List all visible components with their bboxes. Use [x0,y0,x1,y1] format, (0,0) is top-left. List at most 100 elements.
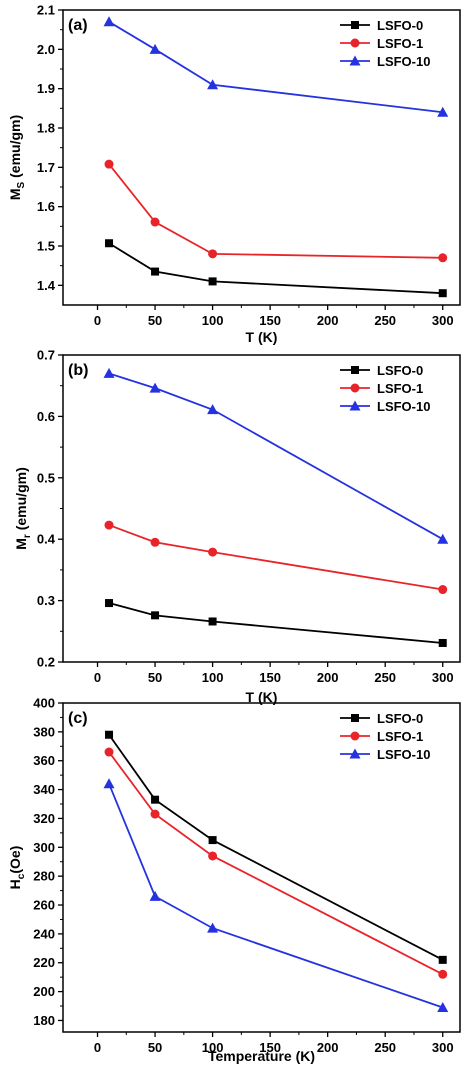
legend-label: LSFO-0 [377,363,423,378]
x-tick-label: 0 [94,313,101,328]
y-tick-label: 1.6 [37,199,55,214]
data-point [208,617,217,626]
x-tick-label: 150 [259,313,281,328]
y-tick-label: 200 [33,984,55,999]
series-line [108,242,443,295]
data-point [105,239,114,248]
legend-label: LSFO-10 [377,54,430,69]
x-tick-label: 250 [374,670,396,685]
x-tick-label: 100 [202,670,224,685]
y-tick-label: 180 [33,1013,55,1028]
data-point [105,730,114,739]
y-tick-label: 280 [33,869,55,884]
x-tick-label: 150 [259,670,281,685]
y-axis-title: Mr (emu/gm) [13,467,33,549]
data-point [149,890,161,901]
x-tick-label: 200 [317,670,339,685]
y-tick-label: 1.4 [37,278,56,293]
x-tick-label: 250 [374,1040,396,1055]
data-point [103,778,115,789]
data-point [438,253,448,263]
y-tick-label: 360 [33,753,55,768]
data-point [151,795,160,804]
y-axis-title-sub: r [22,534,33,538]
legend-marker [351,366,359,374]
y-axis-title-main: M [13,538,29,550]
y-tick-label: 1.5 [37,239,55,254]
legend-marker [349,400,361,411]
series-lsfo-10 [103,16,449,117]
series-lsfo-10 [103,367,449,544]
y-tick-label: 0.4 [37,532,56,547]
x-tick-label: 300 [432,1040,454,1055]
legend-label: LSFO-1 [377,729,423,744]
legend-marker [350,383,360,393]
series-lsfo-0 [105,239,447,298]
series-line [108,524,443,591]
y-axis-title: MS (emu/gm) [7,115,27,200]
x-tick-label: 150 [259,1040,281,1055]
data-point [438,585,448,595]
y-tick-label: 220 [33,955,55,970]
plot-frame [62,9,461,306]
data-point [438,289,447,298]
data-point [104,159,114,169]
legend-marker [349,748,361,759]
series-lsfo-1 [104,520,448,595]
series-line [108,21,443,114]
y-tick-label: 0.6 [37,409,55,424]
series-line [108,602,443,644]
y-tick-label: 1.7 [37,160,55,175]
x-tick-label: 250 [374,313,396,328]
panel-label: (c) [68,710,88,727]
legend-marker [351,714,359,722]
series-line [108,751,444,976]
y-tick-label: 0.7 [37,348,55,363]
x-tick-label: 200 [317,313,339,328]
series-lsfo-1 [104,159,448,263]
chart-panel-2: 0 50 100 150 200 250 300 0.2 0.3 0.4 0.5 0.6 0.7 T (K… [13,348,461,705]
legend-marker [350,731,360,741]
legend-label: LSFO-10 [377,747,430,762]
data-point [208,547,218,557]
x-tick-label: 50 [148,670,162,685]
legend-label: LSFO-0 [377,711,423,726]
y-tick-label: 1.8 [37,121,55,136]
series-lsfo-10 [103,778,449,1012]
data-point [437,1001,449,1012]
data-point [208,277,217,286]
legend-marker [350,38,360,48]
series-line [108,783,444,1009]
y-axis-title-unit: (emu/gm) [7,115,23,182]
y-tick-label: 260 [33,898,55,913]
x-tick-label: 50 [148,1040,162,1055]
x-axis-title: T (K) [246,689,278,705]
y-axis-title: Hc(Oe) [7,846,27,890]
data-point [207,404,219,415]
y-tick-label: 0.5 [37,470,55,485]
x-tick-label: 300 [432,313,454,328]
legend: LSFO-0 LSFO-1 LSFO-10 [340,711,430,762]
data-point [149,382,161,393]
data-point [207,922,219,933]
y-axis-title-main: M [7,188,23,200]
y-axis-title-main: H [7,879,23,889]
data-point [104,747,114,757]
x-axis-title: Temperature (K) [208,1048,315,1064]
y-tick-label: 0.3 [37,593,55,608]
data-point [208,249,218,259]
series-lsfo-0 [105,599,447,647]
x-tick-label: 0 [94,670,101,685]
x-tick-label: 100 [202,1040,224,1055]
legend-label: LSFO-10 [377,399,430,414]
panel-label: (a) [68,17,88,34]
legend-marker [349,55,361,66]
legend: LSFO-0 LSFO-1 LSFO-10 [340,18,430,69]
series-line [108,372,444,540]
x-tick-label: 50 [148,313,162,328]
data-point [208,836,217,845]
y-axis-title-sub: S [16,181,27,188]
data-point [208,851,218,861]
y-tick-label: 380 [33,724,55,739]
